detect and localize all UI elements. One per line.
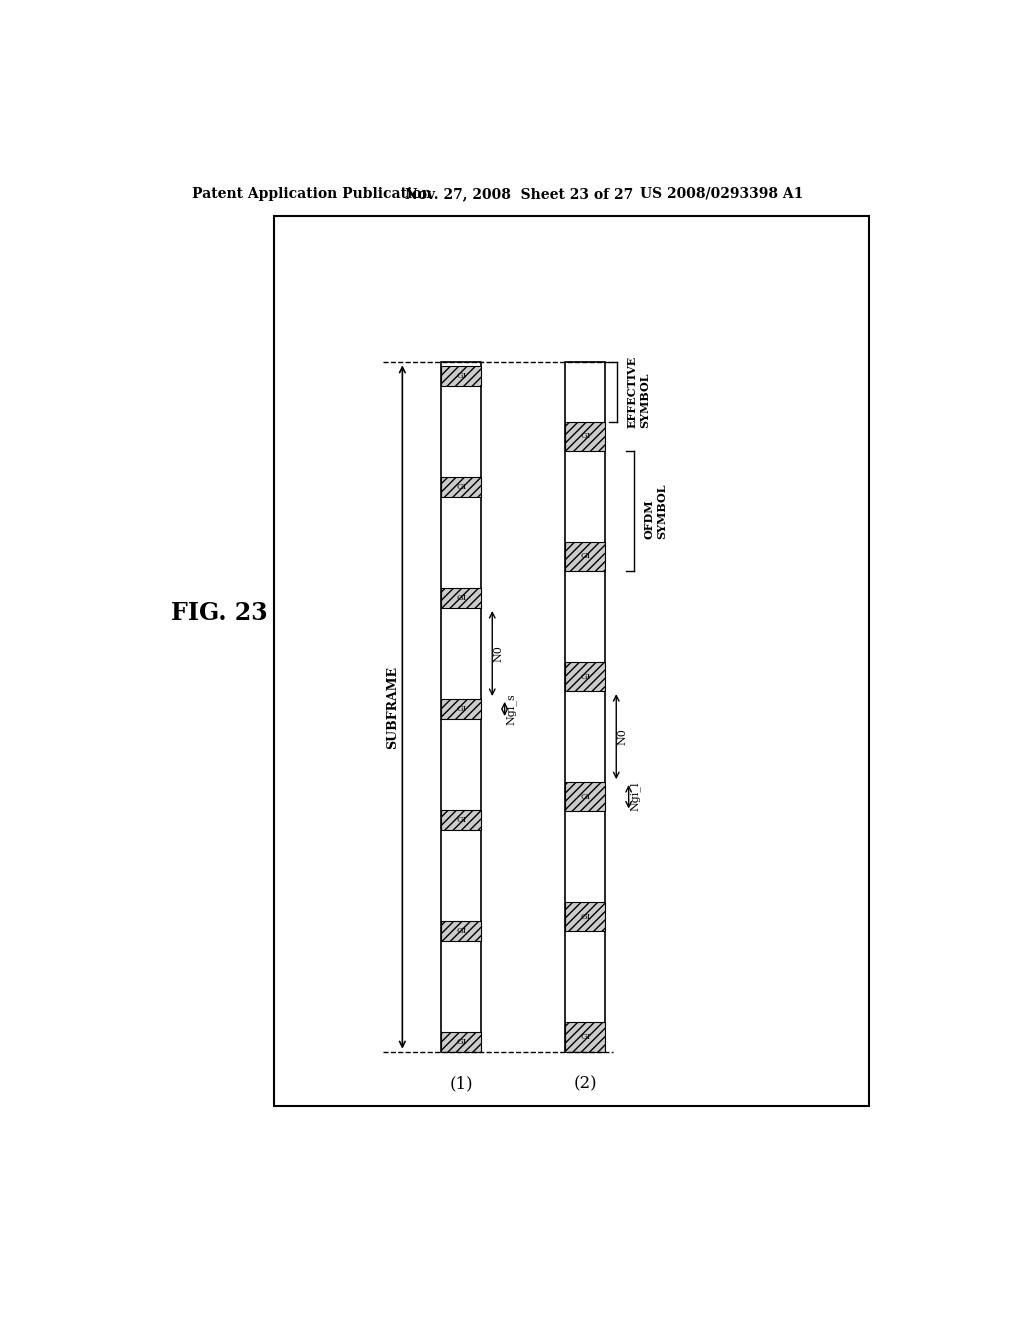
Bar <box>565 663 605 692</box>
Text: OFDM
SYMBOL: OFDM SYMBOL <box>643 483 668 539</box>
Bar <box>565 781 605 812</box>
Text: GI: GI <box>456 816 466 824</box>
Text: GI: GI <box>581 913 590 921</box>
Text: FIG. 23: FIG. 23 <box>171 601 267 624</box>
Text: Ngi_s: Ngi_s <box>506 693 517 725</box>
Text: EFFECTIVE
SYMBOL: EFFECTIVE SYMBOL <box>627 356 650 428</box>
Bar <box>565 363 605 1052</box>
Bar <box>441 700 481 719</box>
Bar <box>565 903 605 932</box>
Bar <box>441 363 481 1052</box>
Text: GI: GI <box>456 372 466 380</box>
Bar <box>441 921 481 941</box>
Text: GI: GI <box>456 483 466 491</box>
Bar <box>565 1022 605 1052</box>
Text: GI: GI <box>456 1038 466 1045</box>
Bar <box>441 478 481 498</box>
Bar <box>441 810 481 830</box>
Text: Patent Application Publication: Patent Application Publication <box>191 187 431 201</box>
Text: N0: N0 <box>617 729 628 744</box>
Text: GI: GI <box>581 1034 590 1041</box>
Text: GI: GI <box>456 705 466 713</box>
Bar <box>441 367 481 387</box>
Text: GI: GI <box>581 433 590 441</box>
Text: GI: GI <box>456 927 466 935</box>
Bar <box>565 543 605 572</box>
Text: Nov. 27, 2008  Sheet 23 of 27: Nov. 27, 2008 Sheet 23 of 27 <box>406 187 634 201</box>
Bar <box>273 216 869 1106</box>
Text: US 2008/0293398 A1: US 2008/0293398 A1 <box>640 187 803 201</box>
Bar <box>441 1032 481 1052</box>
Bar <box>565 422 605 451</box>
Text: Ngi_l: Ngi_l <box>630 781 641 812</box>
Text: GI: GI <box>456 594 466 602</box>
Text: (1): (1) <box>450 1076 473 1093</box>
Text: GI: GI <box>581 553 590 561</box>
Text: GI: GI <box>581 673 590 681</box>
Text: GI: GI <box>581 793 590 801</box>
Text: N0: N0 <box>494 645 504 661</box>
Text: (2): (2) <box>573 1076 597 1093</box>
Text: SUBFRAME: SUBFRAME <box>386 665 399 748</box>
Bar <box>441 589 481 609</box>
